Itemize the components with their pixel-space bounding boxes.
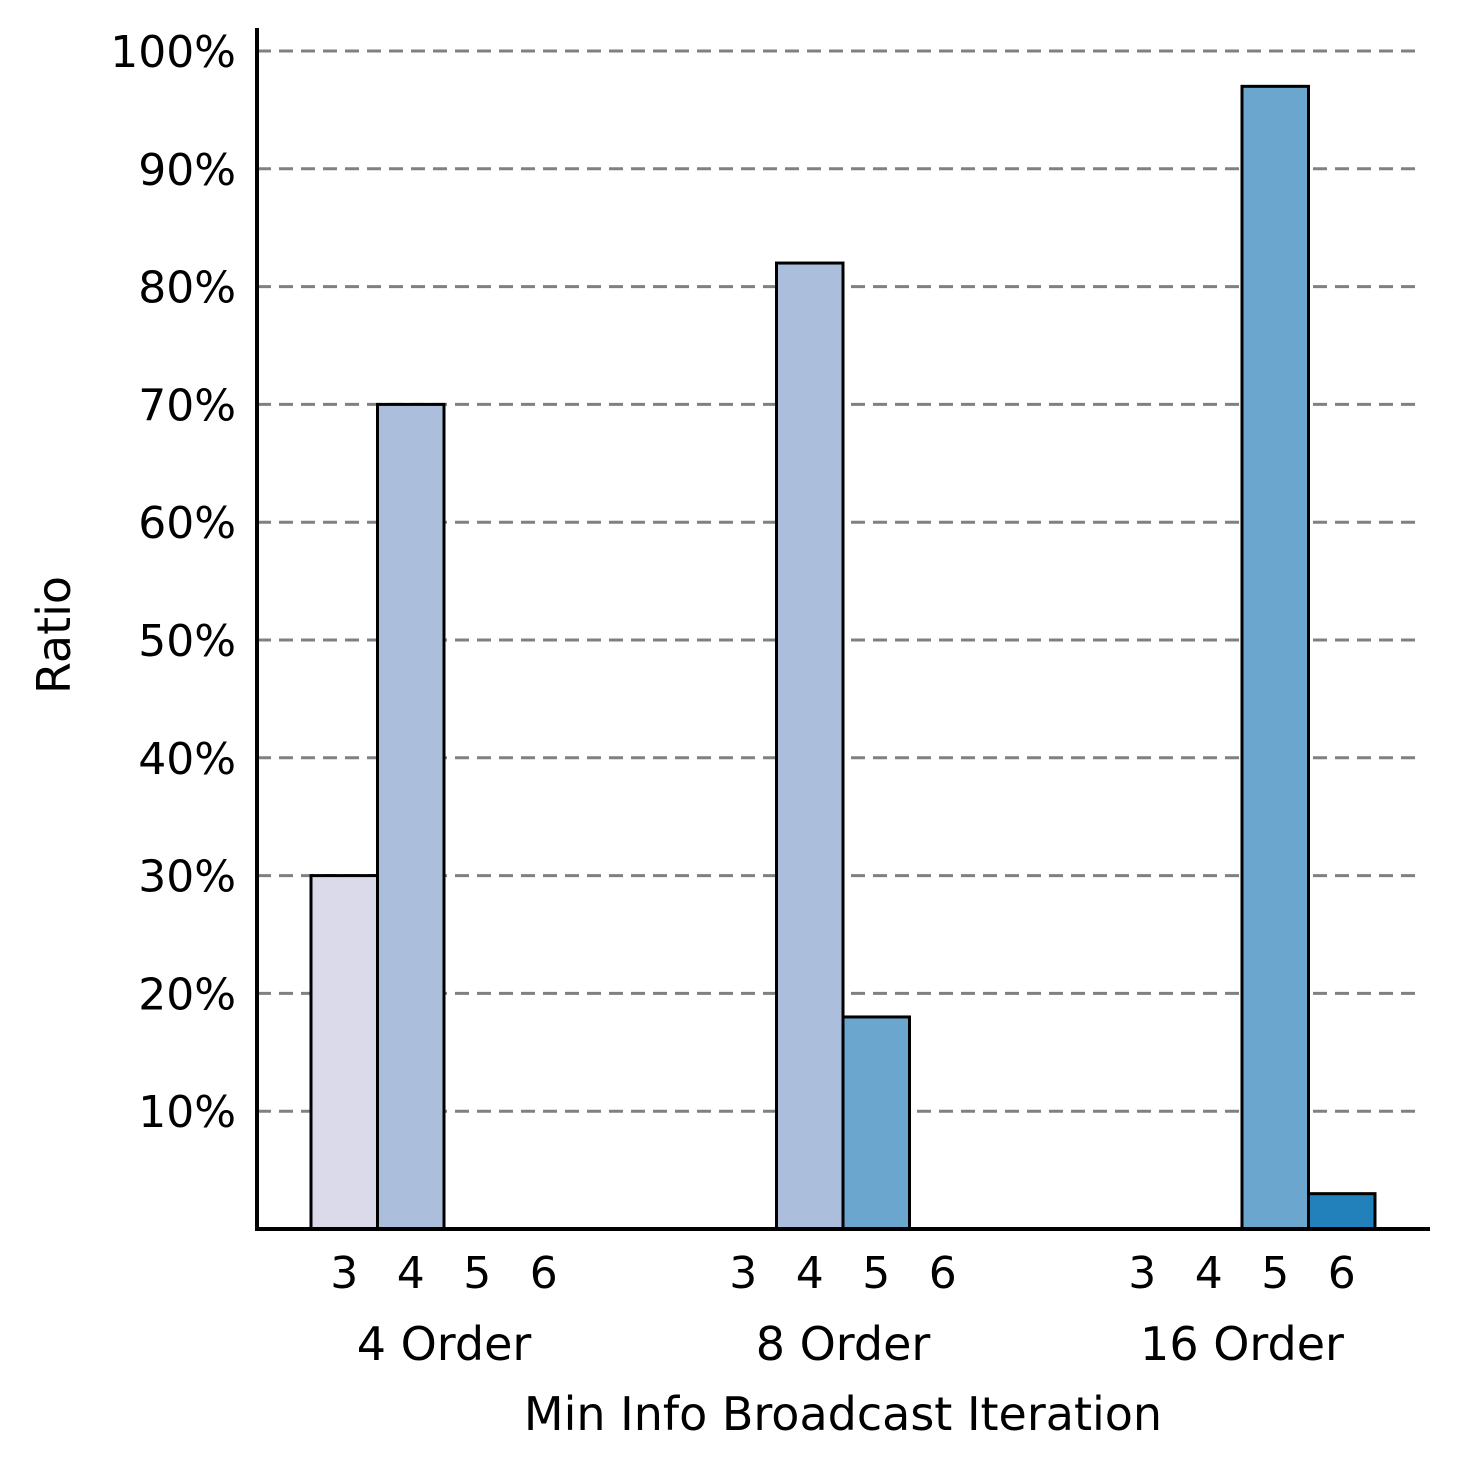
bar [1240,84,1310,1231]
bar [775,261,845,1231]
group-label: 8 Order [756,1317,931,1371]
y-tick-label: 50% [138,616,236,667]
bars [309,84,1377,1231]
x-tick-label: 3 [729,1248,757,1299]
y-tick-label: 60% [138,498,236,549]
y-tick-label: 10% [138,1087,236,1138]
x-tick-label: 6 [1328,1248,1356,1299]
x-tick-label: 5 [862,1248,890,1299]
x-tick-label: 4 [1195,1248,1223,1299]
bar [1307,1192,1377,1231]
group-label: 4 Order [357,1317,532,1371]
x-axis-title: Min Info Broadcast Iteration [524,1387,1162,1441]
group-label: 16 Order [1140,1317,1344,1371]
y-tick-label: 30% [138,852,236,903]
x-tick-label: 4 [397,1248,425,1299]
x-tick-label: 3 [330,1248,358,1299]
x-tick-label: 5 [1261,1248,1289,1299]
y-tick-label: 40% [138,734,236,785]
x-tick-label: 6 [530,1248,558,1299]
y-tick-label: 80% [138,263,236,314]
x-tick-label: 3 [1128,1248,1156,1299]
y-tick-label: 20% [138,969,236,1020]
x-tick-label: 6 [929,1248,957,1299]
bar [309,874,379,1231]
y-tick-label: 70% [138,380,236,431]
x-tick-label: 4 [796,1248,824,1299]
y-tick-label: 100% [110,27,236,78]
bar [376,402,446,1231]
tick-labels: 10%20%30%40%50%60%70%80%90%100%3 4 5 64 Ord… [110,27,1356,1371]
y-axis-title: Ratio [27,576,81,694]
y-tick-label: 90% [138,145,236,196]
x-tick-label: 5 [463,1248,491,1299]
bar [841,1015,911,1231]
